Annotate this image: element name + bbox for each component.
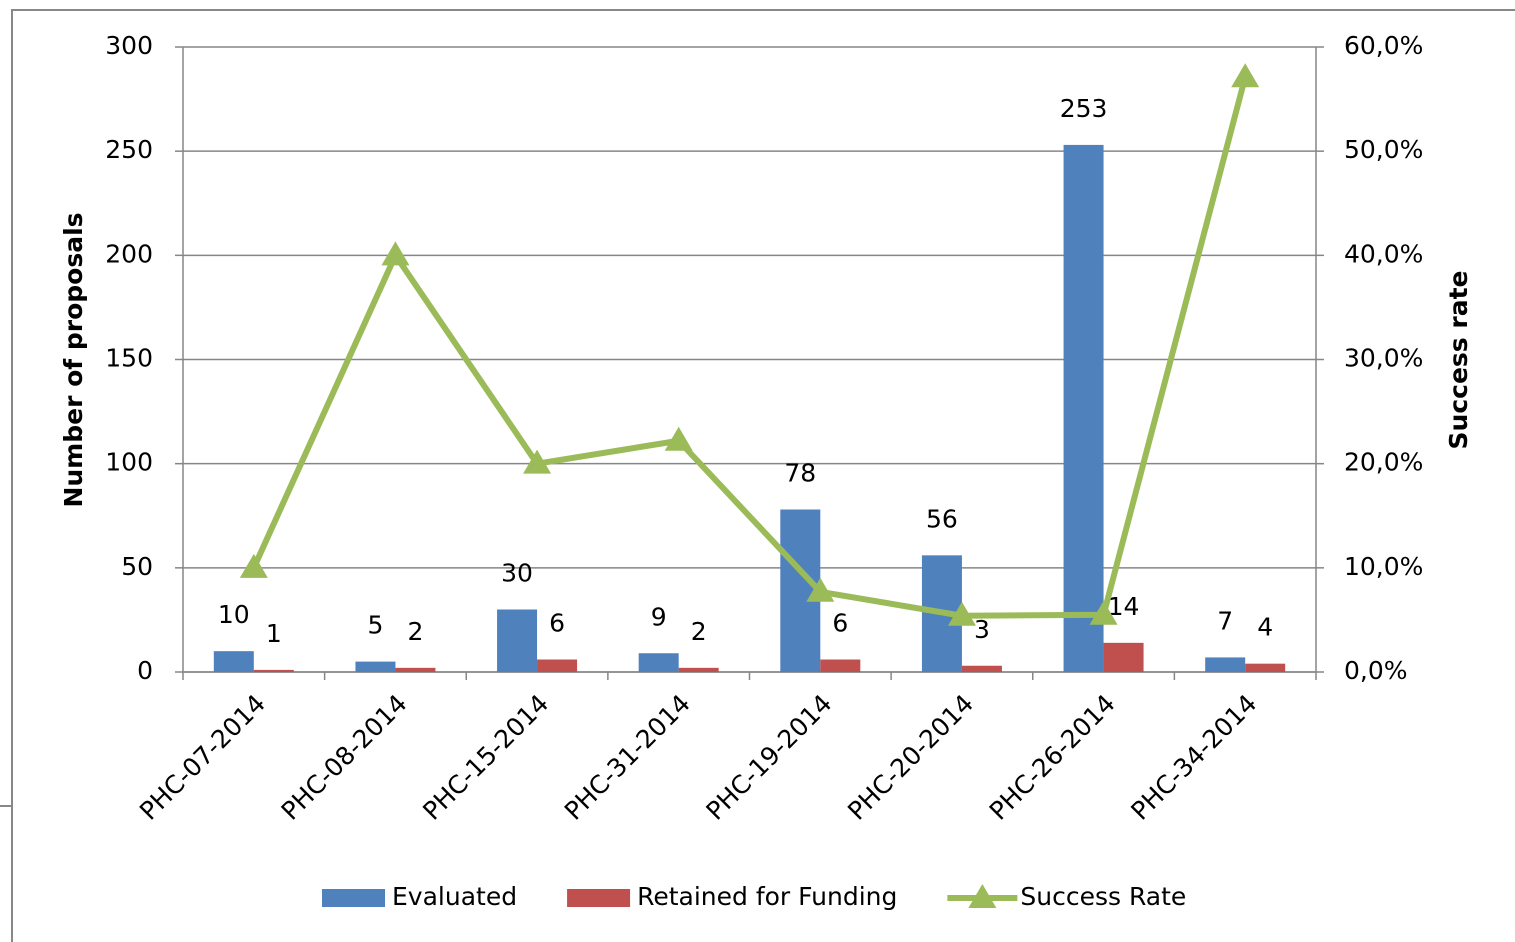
y2-tick-label: 10,0% [1344,552,1423,581]
bar [1205,657,1246,672]
value-label: 9 [651,602,667,631]
marker [1089,600,1118,625]
y2-tick-label: 20,0% [1344,448,1423,477]
y-tick-label: 50 [121,552,153,581]
value-label: 4 [1257,613,1273,642]
value-label: 3 [974,615,990,644]
frame [0,9,1515,807]
legend-swatch [567,889,631,907]
bar [1063,144,1104,672]
legend-label: Evaluated [392,882,517,911]
x-tick-label: PHC-31-2014 [559,689,696,826]
marker [239,553,268,578]
y2-tick-label: 50,0% [1344,135,1423,164]
x-tick-label: PHC-19-2014 [700,689,837,826]
value-label: 6 [549,609,565,638]
y-tick-label: 0 [137,656,153,685]
line [251,76,1249,619]
value-label: 56 [926,504,958,533]
marker [381,241,410,266]
value-label: 30 [501,559,533,588]
legend-marker [968,884,997,908]
marker [947,601,976,626]
bar [961,665,1002,672]
y-tick-label: 100 [105,448,153,477]
bar [1103,642,1144,672]
x-tick-label: PHC-34-2014 [1125,689,1262,826]
y2-tick-label: 30,0% [1344,344,1423,373]
bar [678,667,719,672]
value-label: 7 [1217,606,1233,635]
bar [537,659,578,672]
y2-tick-label: 40,0% [1344,239,1423,268]
legend-label: Retained for Funding [637,882,897,911]
y-tick-label: 300 [105,31,153,60]
bar [395,667,436,672]
bar [820,659,861,672]
bar [1245,663,1286,672]
y-tick-label: 150 [105,344,153,373]
value-label: 253 [1060,94,1108,123]
x-tick-label: PHC-15-2014 [417,689,554,826]
y-axis-title: Number of proposals [59,212,88,507]
bar [355,661,396,672]
marker [523,449,552,474]
x-tick-label: PHC-08-2014 [276,689,413,826]
bar [253,669,294,672]
value-label: 78 [784,459,816,488]
marker [806,577,835,602]
value-label: 10 [218,600,250,629]
x-tick-label: PHC-20-2014 [842,689,979,826]
bar [497,609,538,672]
value-label: 14 [1108,592,1140,621]
y-tick-label: 250 [105,135,153,164]
value-label: 2 [407,617,423,646]
x-tick-label: PHC-07-2014 [134,689,271,826]
value-label: 6 [832,609,848,638]
bar [638,653,679,672]
marker [1231,63,1260,88]
y2-tick-label: 0,0% [1344,656,1408,685]
x-tick-label: PHC-26-2014 [984,689,1121,826]
y2-tick-label: 60,0% [1344,31,1423,60]
bar [213,651,254,672]
legend-swatch [322,889,385,907]
y2-axis-title: Success rate [1444,271,1473,450]
value-label: 1 [266,619,282,648]
value-label: 5 [367,611,383,640]
y-tick-label: 200 [105,239,153,268]
marker [664,426,693,451]
legend-label: Success Rate [1020,882,1186,911]
value-label: 2 [691,617,707,646]
